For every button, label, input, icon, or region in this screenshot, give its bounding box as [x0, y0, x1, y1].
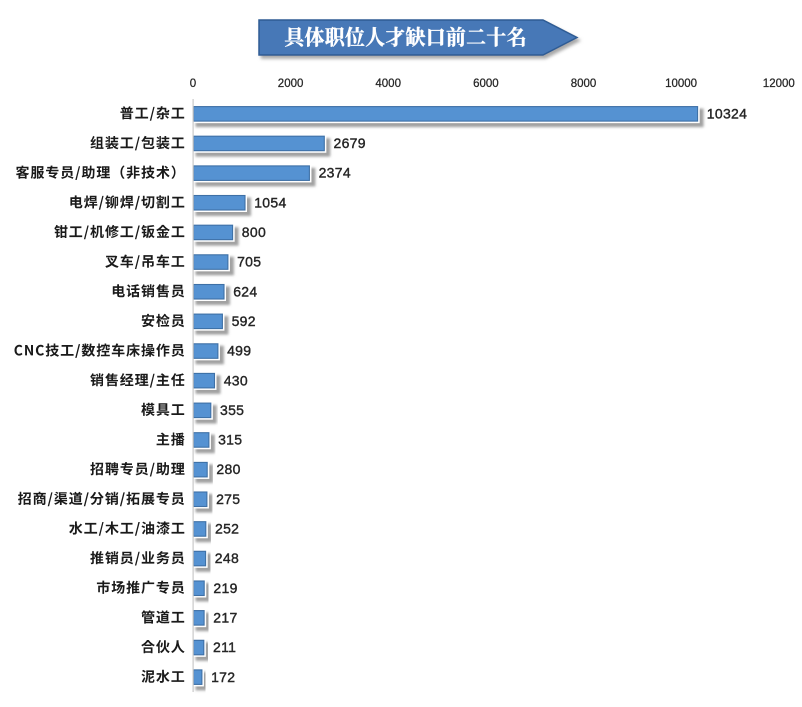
svg-text:499: 499 [227, 343, 251, 359]
svg-text:10000: 10000 [665, 78, 697, 90]
svg-text:172: 172 [211, 669, 235, 685]
svg-text:219: 219 [213, 580, 237, 596]
svg-text:1054: 1054 [254, 194, 286, 210]
svg-text:280: 280 [216, 461, 240, 477]
svg-text:0: 0 [190, 78, 196, 90]
svg-text:430: 430 [224, 372, 248, 388]
svg-text:800: 800 [242, 224, 266, 240]
svg-text:355: 355 [220, 402, 244, 418]
svg-text:10324: 10324 [707, 105, 747, 121]
svg-text:252: 252 [215, 521, 239, 537]
svg-text:4000: 4000 [375, 78, 401, 90]
svg-text:8000: 8000 [571, 78, 597, 90]
svg-text:275: 275 [216, 491, 240, 507]
svg-text:248: 248 [215, 550, 239, 566]
svg-text:211: 211 [213, 639, 236, 655]
svg-text:2000: 2000 [278, 78, 304, 90]
svg-text:6000: 6000 [473, 78, 499, 90]
svg-text:315: 315 [218, 432, 242, 448]
svg-text:624: 624 [233, 283, 257, 299]
svg-text:705: 705 [237, 254, 261, 270]
svg-text:217: 217 [213, 610, 237, 626]
svg-text:2679: 2679 [334, 135, 366, 151]
svg-text:12000: 12000 [763, 78, 795, 90]
svg-text:592: 592 [232, 313, 256, 329]
svg-text:2374: 2374 [319, 165, 351, 181]
